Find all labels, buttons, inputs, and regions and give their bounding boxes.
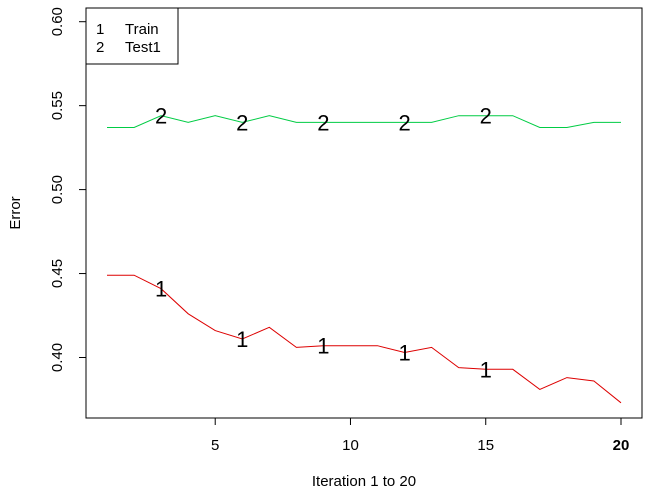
series-line-train (107, 274, 622, 404)
y-axis: 0.40 0.45 0.50 0.55 0.60 (49, 7, 86, 372)
series-marker-train: 1 (480, 357, 492, 382)
x-tick-label: 10 (342, 437, 359, 454)
legend: 1 Train 2 Test1 (85, 7, 179, 65)
x-tick-label: 5 (211, 437, 219, 454)
legend-label: Test1 (125, 39, 161, 56)
series-marker-test1: 2 (398, 110, 410, 135)
x-axis: 5 10 15 20 (211, 418, 629, 454)
series-layer: 1 1 1 1 1 2 2 2 2 2 (107, 104, 622, 404)
x-tick-label: 20 (613, 437, 630, 454)
legend-box (85, 7, 179, 65)
series-marker-test1: 2 (317, 110, 329, 135)
series-marker-test1: 2 (155, 104, 167, 129)
x-axis-label: Iteration 1 to 20 (312, 473, 416, 490)
series-marker-train: 1 (398, 340, 410, 365)
series-marker-train: 1 (236, 327, 248, 352)
legend-symbol: 1 (96, 21, 104, 38)
y-tick-label: 0.45 (49, 259, 66, 288)
series-marker-train: 1 (317, 334, 329, 359)
series-line-test1 (107, 115, 621, 128)
series-marker-train: 1 (155, 277, 167, 302)
x-tick-label: 15 (477, 437, 494, 454)
y-axis-label: Error (7, 196, 24, 229)
y-tick-label: 0.50 (49, 175, 66, 204)
series-marker-test1: 2 (480, 104, 492, 129)
legend-label: Train (125, 21, 159, 38)
plot-frame (85, 7, 643, 419)
y-tick-label: 0.60 (49, 7, 66, 36)
series-marker-test1: 2 (236, 110, 248, 135)
y-tick-label: 0.55 (49, 91, 66, 120)
y-tick-label: 0.40 (49, 343, 66, 372)
legend-symbol: 2 (96, 39, 104, 56)
